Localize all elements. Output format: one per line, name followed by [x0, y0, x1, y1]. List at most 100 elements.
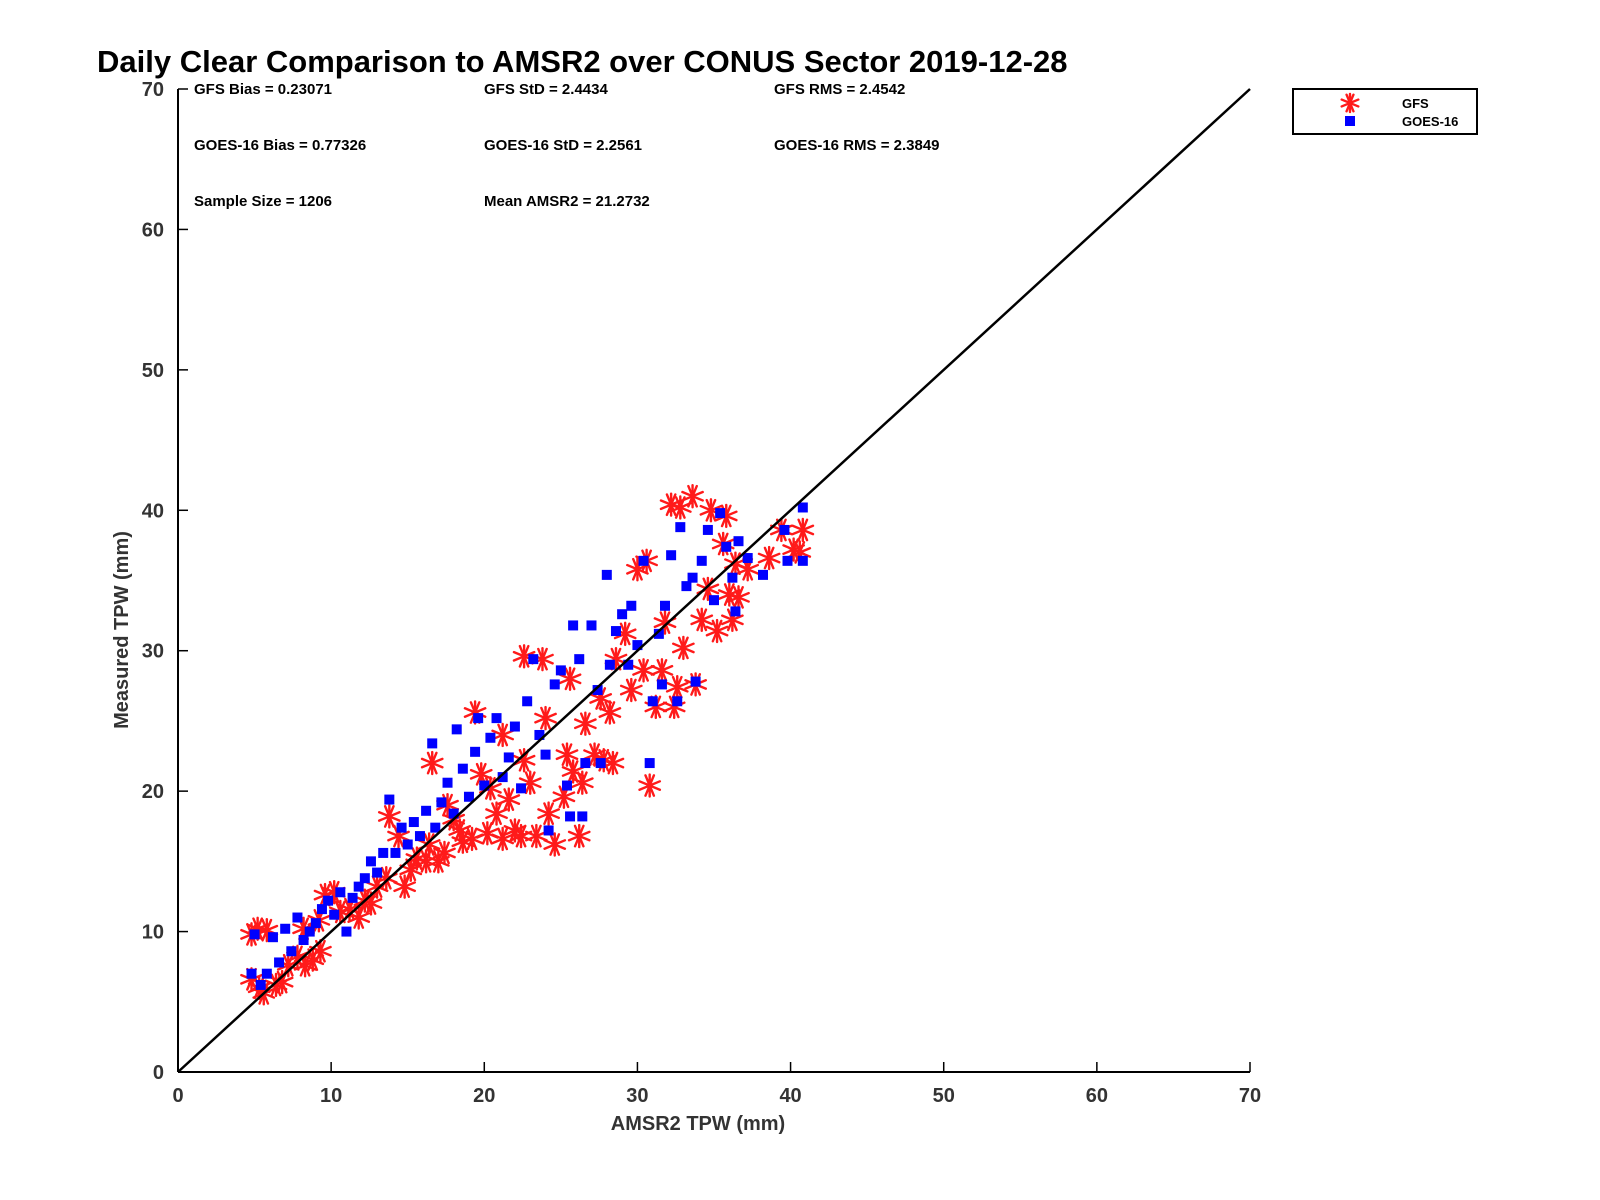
- goes16-point: [359, 873, 370, 884]
- goes16-point: [534, 729, 545, 740]
- goes16-point: [659, 600, 670, 611]
- y-tick-label: 20: [142, 781, 164, 803]
- goes16-point: [316, 904, 327, 915]
- gfs-point: [705, 618, 729, 644]
- gfs-point: [650, 658, 674, 683]
- gfs-point: [681, 484, 704, 509]
- goes16-point: [473, 713, 484, 724]
- goes16-point: [675, 522, 686, 533]
- gfs-point: [589, 686, 613, 711]
- goes16-point: [470, 746, 481, 757]
- goes16-point: [779, 524, 790, 535]
- goes16-point: [516, 783, 527, 794]
- goes16-point: [586, 620, 597, 631]
- gfs-point: [598, 700, 622, 725]
- gfs-point: [393, 874, 417, 899]
- goes16-point: [372, 867, 383, 878]
- goes16-point: [797, 555, 808, 566]
- goes16-point: [479, 780, 490, 791]
- goes16-point: [638, 555, 649, 566]
- gfs-point: [757, 545, 781, 571]
- series-goes-16: [246, 502, 808, 990]
- goes16-point: [727, 572, 738, 583]
- goes16-point: [623, 659, 634, 670]
- goes16-point: [690, 676, 701, 687]
- goes16-point: [378, 847, 389, 858]
- goes16-point: [715, 508, 726, 519]
- y-tick-label: 50: [142, 360, 164, 382]
- goes16-point: [261, 968, 272, 979]
- gfs-point: [531, 646, 554, 672]
- gfs-point: [555, 742, 579, 767]
- gfs-point: [653, 610, 677, 635]
- x-tick-label: 50: [933, 1085, 955, 1107]
- goes16-point: [491, 713, 502, 724]
- goes16-point: [730, 606, 741, 617]
- goes16-point: [687, 572, 698, 583]
- legend-gfs-label: GFS: [1402, 96, 1429, 111]
- goes16-point: [742, 553, 753, 564]
- stat-text: GOES-16 Bias = 0.77326: [194, 137, 366, 154]
- gfs-point: [791, 517, 815, 543]
- gfs-point: [601, 750, 625, 776]
- gfs-point: [638, 773, 662, 798]
- goes16-point: [653, 628, 664, 639]
- statistics-block: GFS Bias = 0.23071 GFS StD = 2.4434 GFS RM…: [194, 81, 940, 210]
- y-tick-label: 60: [142, 219, 164, 241]
- stat-text: Mean AMSR2 = 21.2732: [484, 193, 650, 210]
- goes16-point: [696, 555, 707, 566]
- gfs-point: [485, 801, 508, 826]
- goes16-point: [733, 536, 744, 547]
- stat-text: GFS Bias = 0.23071: [194, 81, 332, 98]
- goes16-point: [592, 685, 603, 696]
- goes16-point: [647, 696, 658, 707]
- goes16-point: [436, 797, 447, 808]
- goes16-point: [702, 524, 713, 535]
- goes16-point: [329, 909, 340, 920]
- goes16-point: [522, 696, 533, 707]
- goes16-point: [543, 825, 554, 836]
- goes16-point: [451, 724, 462, 735]
- goes16-point: [427, 738, 438, 749]
- y-axis-label: Measured TPW (mm): [111, 531, 133, 729]
- goes16-point: [347, 892, 358, 903]
- y-tick-label: 70: [142, 79, 164, 101]
- legend-goes16-marker: [1345, 116, 1355, 126]
- gfs-point: [665, 675, 689, 700]
- y-tick-label: 30: [142, 641, 164, 663]
- goes16-point: [402, 839, 413, 850]
- goes16-point: [672, 696, 683, 707]
- goes16-point: [604, 659, 615, 670]
- goes16-point: [497, 772, 508, 783]
- legend: GFS GOES-16: [1292, 88, 1478, 135]
- goes16-point: [666, 550, 677, 561]
- goes16-point: [408, 817, 419, 828]
- goes16-point: [323, 895, 334, 906]
- goes16-point: [782, 555, 793, 566]
- x-tick-label: 70: [1239, 1085, 1261, 1107]
- goes16-point: [457, 763, 468, 774]
- x-tick-label: 10: [320, 1085, 342, 1107]
- goes16-point: [421, 805, 432, 816]
- goes16-point: [549, 679, 560, 690]
- goes16-point: [577, 811, 588, 822]
- gfs-point: [524, 823, 548, 849]
- goes16-point: [292, 912, 303, 923]
- legend-gfs-marker: [1340, 92, 1360, 114]
- goes16-point: [274, 957, 285, 968]
- gfs-point: [377, 804, 401, 829]
- gfs-point: [570, 770, 594, 795]
- gfs-point: [543, 832, 567, 857]
- goes16-point: [442, 777, 453, 788]
- goes16-point: [485, 732, 496, 743]
- x-axis-ticks: 0 10 20 30 40 50 60 70: [172, 1062, 1261, 1107]
- goes16-point: [681, 581, 692, 592]
- goes16-point: [280, 923, 291, 934]
- x-tick-label: 0: [172, 1085, 183, 1107]
- gfs-point: [558, 666, 582, 691]
- gfs-point: [632, 658, 655, 683]
- x-tick-label: 40: [779, 1085, 801, 1107]
- goes16-point: [430, 822, 441, 833]
- identity-reference-line: [177, 88, 1251, 1073]
